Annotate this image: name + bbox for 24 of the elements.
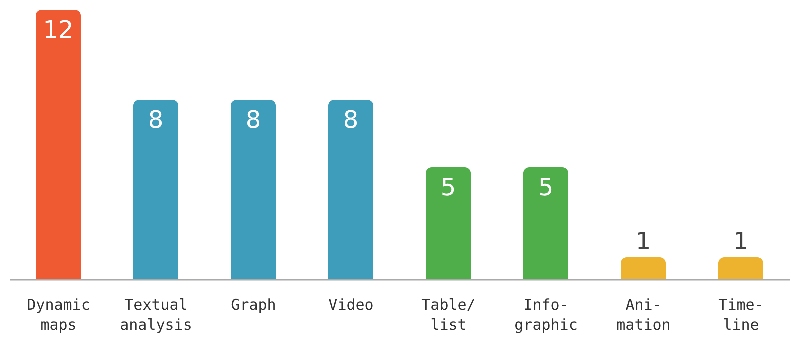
- bar: [718, 258, 764, 280]
- data-label: 8: [343, 106, 359, 134]
- x-tick-label: Video: [328, 296, 374, 314]
- x-tick-label: Table/ list: [422, 296, 476, 334]
- data-label: 12: [43, 16, 74, 44]
- data-label: 8: [246, 106, 262, 134]
- data-label: 5: [440, 174, 456, 202]
- bar: [524, 168, 568, 280]
- x-tick-label: Ani- mation: [616, 296, 671, 334]
- bar: [36, 10, 81, 280]
- x-tick-label: Dynamic maps: [27, 296, 90, 334]
- bar: [426, 168, 471, 280]
- data-label: 1: [733, 228, 749, 256]
- data-label: 5: [538, 174, 554, 202]
- bar: [134, 100, 178, 280]
- data-label: 1: [636, 228, 652, 256]
- bar: [328, 100, 374, 280]
- bar: [231, 100, 276, 280]
- bar: [621, 258, 666, 280]
- x-tick-label: Time- line: [718, 296, 764, 334]
- data-label: 8: [148, 106, 164, 134]
- x-tick-label: Textual analysis: [120, 296, 192, 334]
- x-tick-label: Graph: [231, 296, 276, 314]
- x-tick-label: Info- graphic: [514, 296, 578, 334]
